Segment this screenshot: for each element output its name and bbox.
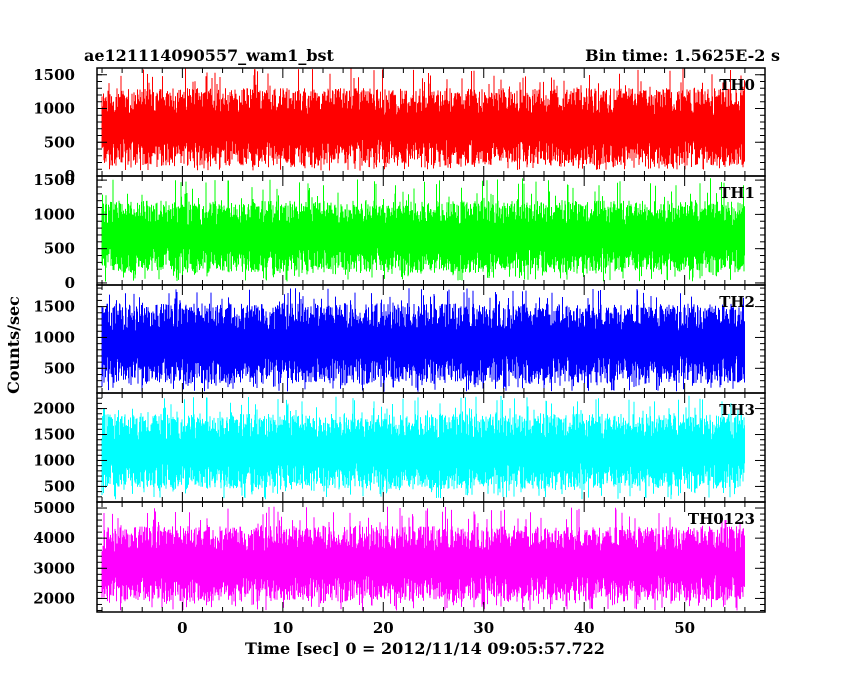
x-tick-label: 30 [473, 619, 494, 637]
series-th1 [101, 178, 745, 282]
y-tick-label: 1000 [33, 205, 75, 223]
panel-name-label: TH0 [719, 76, 755, 94]
y-tick-label: 500 [44, 477, 75, 495]
series-th2 [101, 288, 745, 392]
y-axis-title: Counts/sec [4, 296, 23, 394]
y-tick-label: 1500 [33, 426, 75, 444]
panel-name-label: TH2 [719, 293, 755, 311]
y-tick-label: 1000 [33, 100, 75, 118]
x-tick-label: 10 [272, 619, 293, 637]
y-tick-label: 1500 [33, 298, 75, 316]
panel-name-label: TH3 [719, 401, 755, 419]
panel-name-label: TH1 [719, 184, 755, 202]
panel-th3: 500 1000 1500 2000 TH3 [33, 392, 766, 503]
y-tick-label: 0 [65, 167, 75, 185]
panel-stack: 500100015000TH0050010001500TH15001000150… [33, 66, 766, 637]
panel-th1: 0 500 1000 1500 TH1 [33, 171, 766, 292]
bin-time-label: Bin time: 1.5625E-2 s [585, 46, 780, 65]
x-tick-label: 20 [373, 619, 394, 637]
y-tick-label: 500 [44, 240, 75, 258]
y-tick-label: 500 [44, 133, 75, 151]
series-th0123 [101, 506, 745, 611]
y-tick-label: 0 [65, 274, 75, 292]
x-axis-title: Time [sec] 0 = 2012/11/14 09:05:57.722 [245, 639, 605, 658]
series-th0 [101, 68, 745, 171]
y-tick-label: 1000 [33, 451, 75, 469]
panel-th0: 500 1000 1500 0 TH0 [33, 66, 766, 185]
panel-th0123: 2000 3000 4000 5000 TH0123 [33, 499, 766, 613]
observation-id-label: ae121114090557_wam1_bst [84, 46, 335, 65]
y-tick-label: 2000 [33, 400, 75, 418]
y-tick-label: 1500 [33, 66, 75, 84]
x-tick-label: 50 [674, 619, 695, 637]
y-tick-label: 1500 [33, 171, 75, 189]
x-tick-label: 0 [177, 619, 187, 637]
series-th3 [101, 395, 745, 500]
panel-frame [96, 501, 766, 613]
x-tick-label: 40 [574, 619, 595, 637]
y-tick-label: 5000 [33, 499, 75, 517]
y-tick-label: 2000 [33, 589, 75, 607]
panel-name-label: TH0123 [688, 510, 755, 528]
y-tick-label: 3000 [33, 559, 75, 577]
y-tick-label: 4000 [33, 529, 75, 547]
y-tick-label: 1000 [33, 328, 75, 346]
y-tick-label: 500 [44, 359, 75, 377]
panel-th2: 500 1000 1500 TH2 [33, 284, 766, 394]
